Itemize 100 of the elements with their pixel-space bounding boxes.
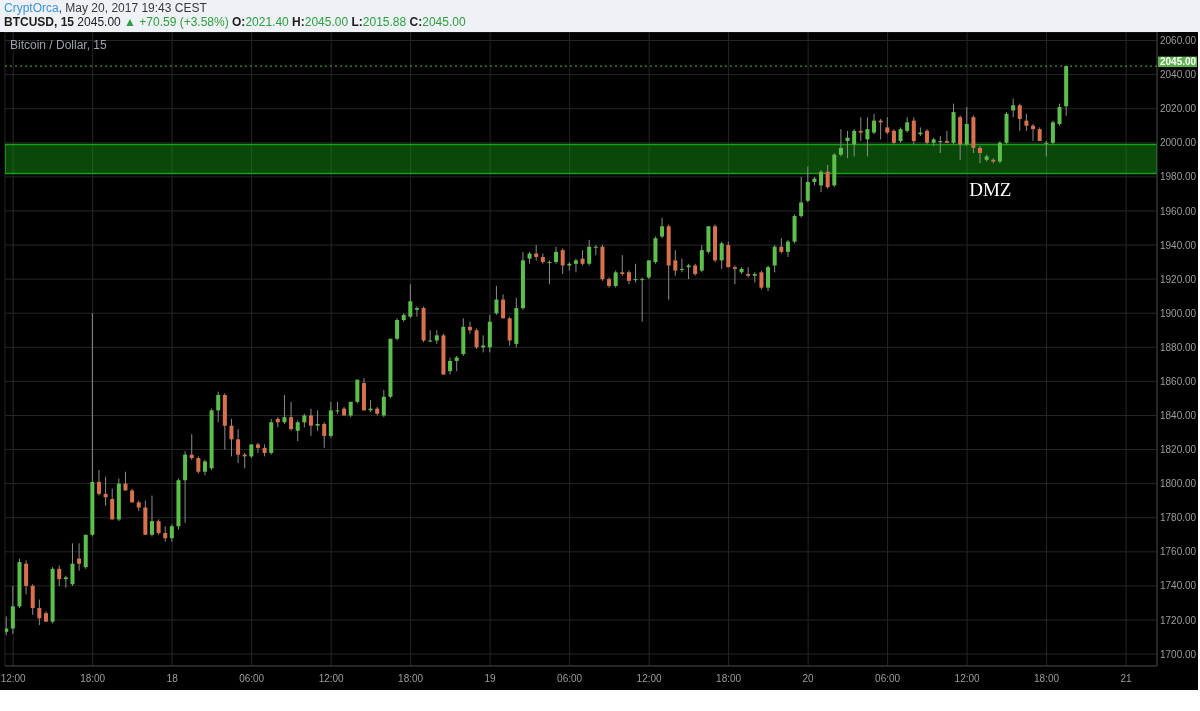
candlestick	[805, 166, 810, 203]
y-tick-label: 1960.00	[1160, 205, 1197, 217]
candlestick	[699, 244, 704, 273]
candlestick	[1057, 103, 1062, 127]
candlestick	[752, 271, 757, 284]
candlestick	[236, 428, 241, 464]
x-tick-label: 12:00	[954, 673, 981, 685]
x-tick-label: 06:00	[239, 673, 265, 685]
candlestick	[381, 389, 386, 418]
x-tick-label: 20	[802, 673, 815, 685]
candlestick	[560, 247, 565, 275]
candlestick	[295, 420, 300, 442]
y-tick-label: 1760.00	[1160, 546, 1197, 558]
candlestick	[938, 135, 943, 154]
x-tick-label: 18:00	[398, 673, 424, 685]
candlestick	[872, 113, 877, 135]
candlestick	[825, 164, 830, 190]
candlestick	[395, 317, 400, 341]
candlestick	[96, 469, 101, 497]
candlestick	[633, 263, 638, 284]
candlestick	[1050, 120, 1055, 145]
x-tick-label: 18:00	[1034, 673, 1060, 685]
x-tick-label: 19	[484, 673, 497, 685]
y-tick-label: 1780.00	[1160, 512, 1197, 524]
candlestick	[70, 542, 75, 587]
candlestick	[494, 285, 499, 316]
candlestick	[507, 316, 512, 347]
candlestick	[30, 583, 35, 616]
x-tick-label: 18:00	[80, 673, 106, 685]
candlestick	[216, 391, 221, 423]
candlestick	[335, 401, 340, 415]
candlestick	[719, 241, 724, 270]
candlestick	[110, 488, 115, 520]
y-tick-label: 2000.00	[1160, 137, 1197, 149]
candlestick	[653, 236, 658, 265]
candlestick	[646, 259, 651, 280]
y-tick-label: 2060.00	[1160, 35, 1197, 47]
candlestick	[229, 418, 234, 457]
y-tick-label: 1740.00	[1160, 580, 1197, 592]
text: BTCUSD, 15 2045.00 ▲ +70.59 (+3.58%) O:2021.40 H:2045.00 L:2015.88 C:2045.00	[4, 15, 466, 29]
candlestick	[37, 599, 42, 626]
y-tick-label: 1940.00	[1160, 239, 1197, 251]
y-tick-label: 1840.00	[1160, 410, 1197, 422]
x-tick-label: 18:00	[716, 673, 742, 685]
x-tick-label: 18	[166, 673, 179, 685]
candlestick	[766, 264, 771, 292]
candlestick	[282, 394, 287, 425]
candlestick	[852, 128, 857, 157]
candlestick	[587, 239, 592, 266]
candlestick	[547, 259, 552, 285]
y-tick-label: 1880.00	[1160, 341, 1197, 353]
candlestick	[63, 575, 68, 589]
candlestick	[679, 258, 684, 273]
x-tick-label: 12:00	[636, 673, 663, 685]
y-tick-label: 1720.00	[1160, 614, 1197, 626]
candlestick	[10, 585, 15, 635]
candlestick	[408, 283, 413, 319]
candlestick	[726, 241, 731, 268]
candlestick	[799, 176, 804, 219]
candlestick	[322, 421, 327, 449]
candlestick	[964, 106, 969, 147]
candlestick	[1017, 103, 1022, 132]
candlestick	[858, 116, 863, 142]
y-tick-label: 1800.00	[1160, 478, 1197, 490]
candlestick	[1011, 97, 1016, 118]
candlestick	[255, 442, 260, 454]
ref-line-label: 2045.00	[1160, 56, 1197, 68]
candlestick	[660, 217, 665, 239]
candlestick	[308, 408, 313, 437]
candlestick	[865, 116, 870, 157]
y-tick-label: 1900.00	[1160, 307, 1197, 319]
candlestick	[428, 329, 433, 343]
candlestick	[289, 401, 294, 432]
x-tick-label: 21	[1120, 673, 1133, 685]
candlestick	[838, 128, 843, 157]
candlestick	[474, 328, 479, 350]
candlestick	[593, 244, 598, 256]
y-tick-label: 1820.00	[1160, 444, 1197, 456]
x-tick-label: 12:00	[0, 673, 27, 685]
candlestick	[640, 276, 645, 323]
candlestick	[620, 254, 625, 277]
candlestick	[732, 264, 737, 285]
x-tick-label: 12:00	[318, 673, 345, 685]
annotation: DMZ	[969, 179, 1012, 201]
candlestick	[149, 495, 154, 537]
candlestick	[819, 169, 824, 193]
text: CryptOrca, May 20, 2017 19:43 CEST	[4, 1, 207, 15]
y-tick-label: 1700.00	[1160, 648, 1197, 660]
candlestick	[978, 145, 983, 164]
candlestick	[414, 305, 419, 318]
candlestick	[673, 249, 678, 277]
candlestick	[759, 270, 764, 290]
y-tick-label: 1920.00	[1160, 273, 1197, 285]
candlestick	[77, 542, 82, 572]
candlestick	[573, 258, 578, 273]
y-tick-label: 2040.00	[1160, 69, 1197, 81]
x-tick-label: 06:00	[875, 673, 901, 685]
y-tick-label: 1860.00	[1160, 375, 1197, 387]
candlestick	[911, 116, 916, 145]
y-tick-label: 1980.00	[1160, 171, 1197, 183]
